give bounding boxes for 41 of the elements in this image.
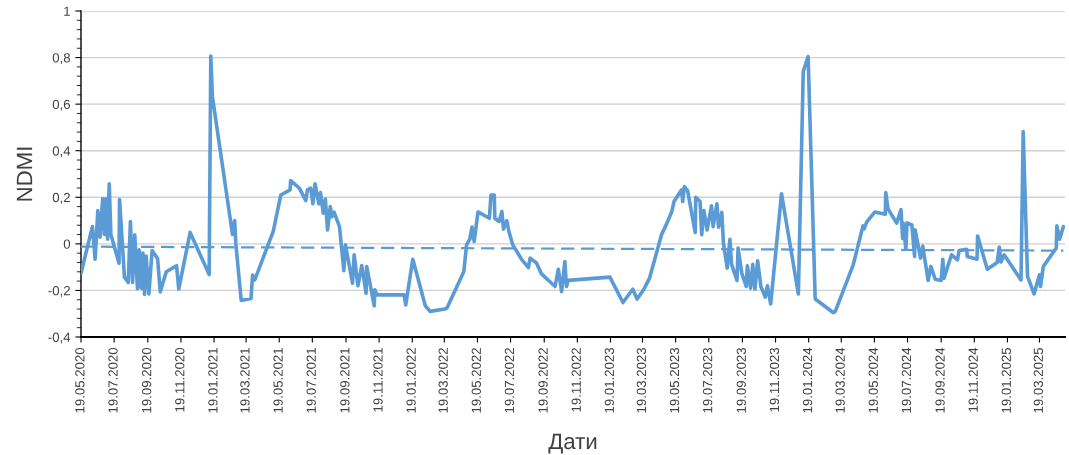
x-tick-label: 19.05.2021 — [273, 348, 283, 413]
x-tick-label: 19.11.2022 — [571, 348, 581, 412]
x-tick-label: 19.11.2020 — [175, 347, 185, 412]
x-tick-label: 19.05.2020 — [75, 347, 85, 413]
x-tick-label: 19.03.2021 — [240, 348, 250, 413]
x-tick-label: 19.09.2020 — [141, 347, 152, 413]
x-tick-label: 19.07.2024 — [901, 347, 912, 413]
x-tick-label: 19.09.2022 — [538, 348, 548, 413]
y-tick-label: 0 — [63, 239, 71, 249]
x-tick-label: 19.01.2022 — [406, 348, 416, 413]
x-tick-label: 19.09.2023 — [736, 347, 746, 413]
y-tick-label: 0,4 — [52, 146, 71, 158]
x-tick-label: 19.11.2023 — [769, 347, 780, 412]
x-tick-label: 19.11.2021 — [373, 348, 383, 412]
x-tick-label: 19.05.2022 — [471, 348, 481, 413]
x-tick-label: 19.03.2022 — [438, 348, 448, 413]
x-tick-label: 19.01.2023 — [604, 347, 615, 413]
y-tick-label: -0,4 — [48, 332, 71, 344]
x-tick-label: 19.03.2024 — [835, 347, 845, 413]
x-tick-label: 19.03.2025 — [1033, 347, 1044, 413]
x-axis-title: Дати — [548, 433, 597, 454]
x-tick-label: 19.09.2024 — [935, 347, 945, 413]
line-series — [81, 54, 1065, 315]
y-tick-label: 0,6 — [52, 99, 71, 111]
x-tick-label: 19.07.2020 — [108, 347, 118, 413]
x-tick-label: 19.05.2023 — [669, 347, 680, 413]
y-tick-label: 0,2 — [52, 192, 70, 204]
x-tick-label: 19.01.2025 — [1001, 347, 1011, 413]
y-tick-label: 0,8 — [52, 53, 71, 65]
y-tick-label: -0,2 — [48, 286, 70, 297]
x-tick-label: 19.07.2022 — [504, 348, 515, 413]
x-tick-label: 19.07.2021 — [306, 348, 316, 413]
y-tick-label: 1 — [64, 6, 70, 16]
y-axis-title: NDMI — [16, 147, 33, 201]
x-tick-label: 19.01.2024 — [802, 347, 813, 413]
x-tick-label: 19.09.2021 — [340, 348, 350, 413]
x-tick-label: 19.05.2024 — [868, 347, 878, 413]
x-tick-label: 19.03.2023 — [636, 347, 647, 413]
x-tick-label: 19.01.2021 — [208, 348, 218, 413]
x-tick-label: 19.07.2023 — [702, 347, 713, 413]
x-tick-label: 19.11.2024 — [968, 347, 978, 412]
